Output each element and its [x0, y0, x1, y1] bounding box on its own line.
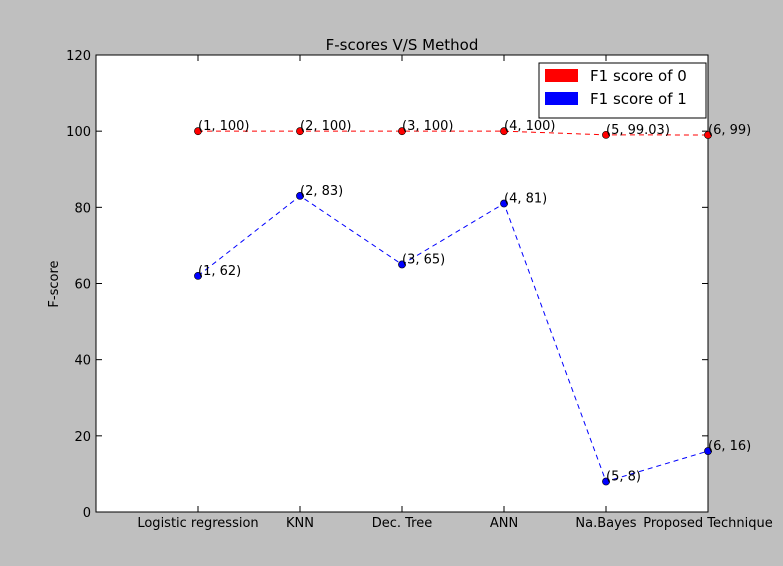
point-labels: (1, 100) (2, 100) (3, 100) (4, 100) (5, 99.0… — [198, 119, 751, 484]
chart-title: F-scores V/S Method — [326, 36, 479, 54]
legend-label: F1 score of 0 — [590, 67, 687, 85]
data-point — [296, 127, 304, 136]
legend-swatch — [545, 69, 578, 82]
data-label: (3, 65) — [402, 252, 445, 267]
data-label: (5, 8) — [606, 470, 641, 485]
axis-ticks: 0 20 40 60 80 100 120 Logistic regression KNN Dec… — [66, 49, 773, 531]
data-point — [398, 260, 406, 269]
series-line — [197, 195, 709, 483]
data-label: (6, 99) — [708, 123, 751, 138]
y-tick-label: 0 — [83, 506, 91, 521]
series-line — [198, 130, 709, 136]
data-point — [704, 447, 712, 455]
data-point — [194, 271, 202, 280]
data-point — [602, 130, 610, 139]
x-tick-label: Proposed Technique — [643, 516, 772, 531]
data-label: (2, 83) — [300, 184, 343, 199]
x-tick-label: Dec. Tree — [372, 516, 433, 531]
legend-swatch — [545, 92, 578, 105]
data-label: (3, 100) — [402, 119, 454, 134]
y-tick-label: 40 — [74, 354, 91, 369]
data-label: (6, 16) — [708, 439, 751, 454]
data-point — [500, 127, 508, 136]
x-tick-label: KNN — [286, 516, 314, 531]
x-tick-label: Logistic regression — [137, 516, 258, 531]
x-tick-label: ANN — [490, 516, 518, 531]
data-label: (5, 99.03) — [606, 123, 670, 138]
y-tick-label: 20 — [74, 430, 91, 445]
y-tick-label: 120 — [66, 49, 91, 64]
data-point — [704, 131, 712, 139]
data-point — [296, 192, 304, 200]
y-tick-label: 100 — [66, 125, 91, 140]
data-point — [194, 127, 202, 136]
x-tick-label: Na.Bayes — [575, 516, 636, 531]
data-label: (1, 100) — [198, 119, 250, 134]
legend: F1 score of 0 F1 score of 1 — [538, 62, 707, 119]
data-label: (4, 81) — [504, 192, 547, 207]
data-label: (4, 100) — [504, 119, 556, 134]
y-tick-label: 60 — [74, 278, 91, 293]
data-label: (2, 100) — [300, 119, 352, 134]
legend-label: F1 score of 1 — [590, 90, 687, 108]
y-axis-label: F-score — [47, 260, 62, 307]
series-layer — [194, 127, 712, 486]
data-point — [500, 199, 508, 208]
data-point — [602, 477, 610, 486]
data-label: (1, 62) — [198, 264, 241, 279]
y-tick-label: 80 — [74, 201, 91, 216]
data-point — [398, 127, 406, 136]
